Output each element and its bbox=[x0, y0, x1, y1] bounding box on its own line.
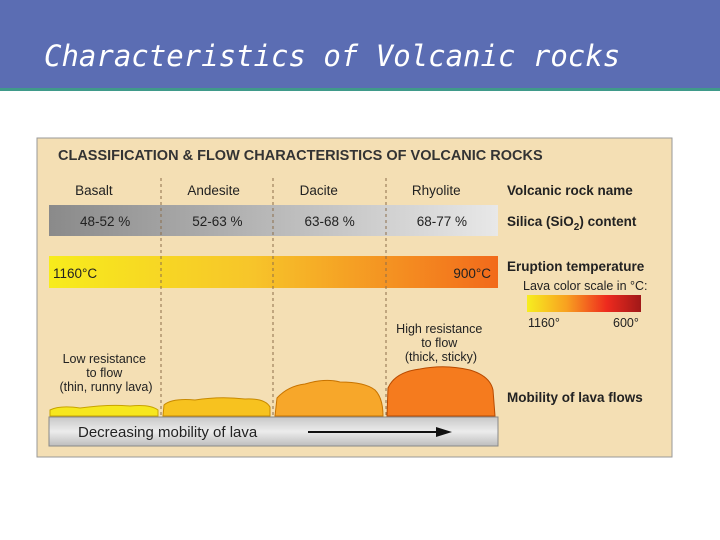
note-line: Low resistance bbox=[63, 352, 146, 366]
row-label: Volcanic rock name bbox=[507, 183, 633, 198]
temperature-hot: 1160°C bbox=[53, 266, 97, 281]
silica-range: 68-77 % bbox=[417, 214, 467, 229]
note-line: to flow bbox=[86, 366, 123, 380]
row-label: Eruption temperature bbox=[507, 259, 645, 274]
silica-range: 63-68 % bbox=[304, 214, 354, 229]
bottom-bar-text: Decreasing mobility of lava bbox=[78, 424, 258, 441]
note-line: High resistance bbox=[396, 322, 482, 336]
rock-name: Rhyolite bbox=[412, 183, 461, 198]
row-label: Mobility of lava flows bbox=[507, 390, 643, 405]
low-resistance-note: Low resistance to flow (thin, runny lava… bbox=[59, 352, 152, 394]
lava-flow bbox=[274, 379, 384, 417]
scale-hot: 1160° bbox=[528, 316, 560, 330]
scale-title: Lava color scale in °C: bbox=[523, 279, 648, 293]
silica-range: 52-63 % bbox=[192, 214, 242, 229]
label-part: ) content bbox=[579, 214, 636, 229]
note-line: (thick, sticky) bbox=[405, 350, 477, 364]
lava-flow bbox=[49, 404, 159, 417]
label-part: Silica (SiO bbox=[507, 214, 574, 229]
rock-name: Basalt bbox=[75, 183, 113, 198]
figure-title: CLASSIFICATION & FLOW CHARACTERISTICS OF… bbox=[58, 148, 543, 164]
slide-title: Characteristics of Volcanic rocks bbox=[44, 39, 620, 73]
header-rule bbox=[0, 88, 720, 91]
temperature-cool: 900°C bbox=[453, 266, 491, 281]
temperature-bar bbox=[49, 256, 498, 288]
rock-name: Dacite bbox=[300, 183, 338, 198]
figure: CLASSIFICATION & FLOW CHARACTERISTICS OF… bbox=[36, 137, 673, 458]
columns: Basalt 48-52 % Andesite 52-63 % Dacite 63-68 … bbox=[75, 183, 467, 229]
arrow-head bbox=[436, 427, 452, 437]
header-band bbox=[0, 0, 720, 88]
high-resistance-note: High resistance to flow (thick, sticky) bbox=[396, 322, 486, 364]
scale-cool: 600° bbox=[613, 316, 639, 330]
note-line: (thin, runny lava) bbox=[59, 380, 152, 394]
rock-name: Andesite bbox=[187, 183, 240, 198]
column-dividers bbox=[160, 178, 387, 416]
row-label: Silica (SiO2) content bbox=[507, 214, 637, 233]
lava-flow bbox=[162, 397, 271, 417]
subscript: 2 bbox=[574, 222, 580, 233]
note-line: to flow bbox=[421, 336, 458, 350]
silica-range: 48-52 % bbox=[80, 214, 130, 229]
lava-flow bbox=[386, 366, 496, 417]
color-scale bbox=[527, 295, 641, 312]
